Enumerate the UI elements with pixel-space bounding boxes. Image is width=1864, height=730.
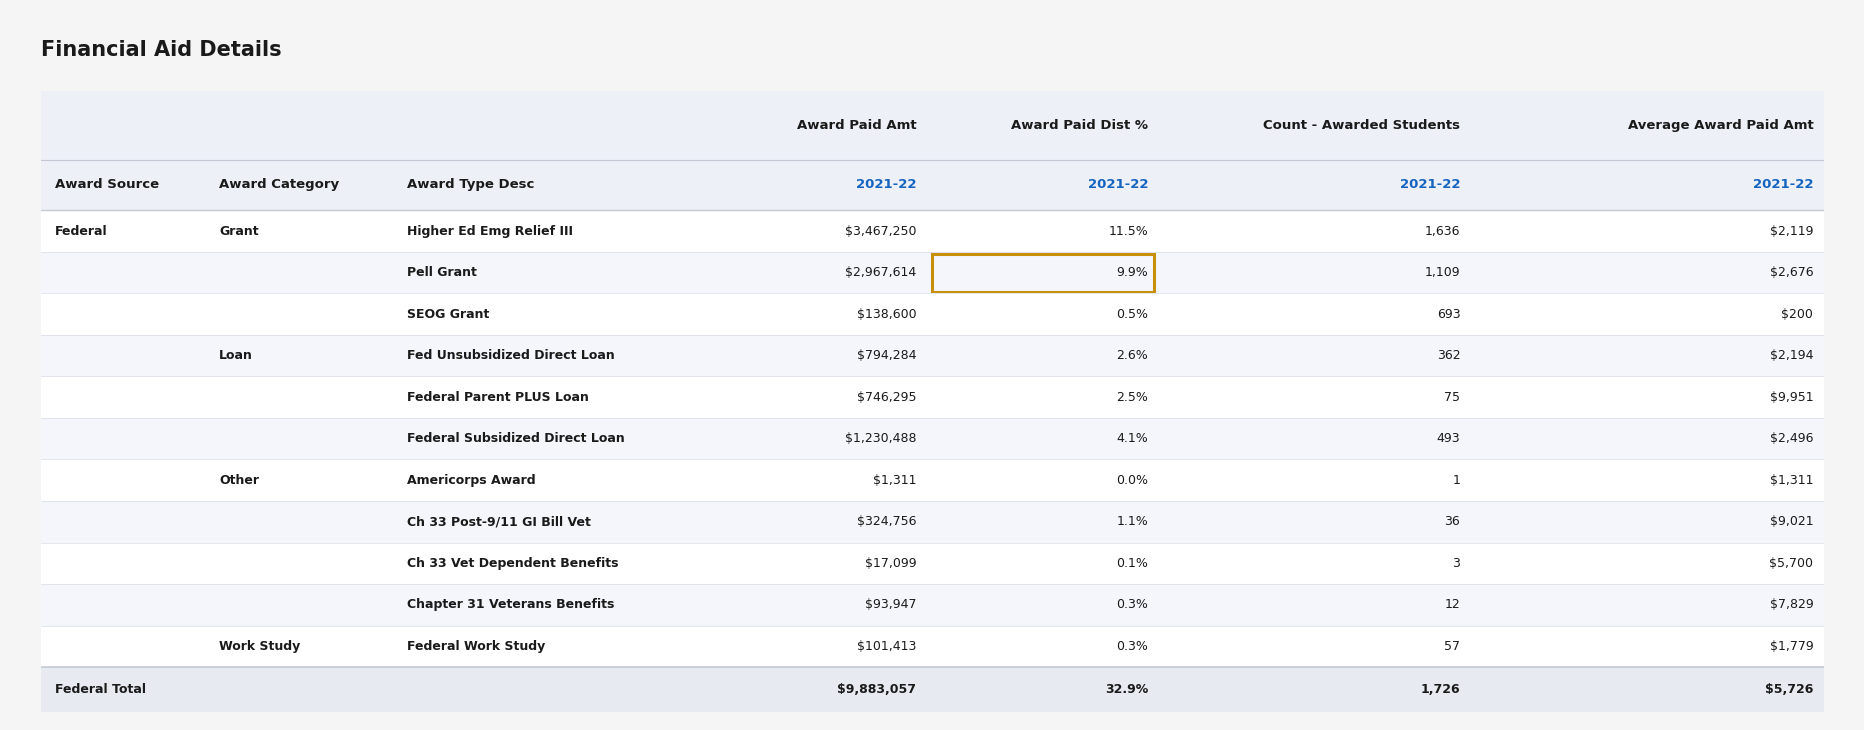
Text: 75: 75	[1443, 391, 1460, 404]
Text: 3: 3	[1452, 557, 1460, 570]
Bar	[41, 335, 1823, 377]
Bar	[41, 459, 1823, 501]
Text: 493: 493	[1435, 432, 1460, 445]
Text: Pell Grant: Pell Grant	[406, 266, 475, 279]
Text: $200: $200	[1780, 307, 1812, 320]
Bar	[41, 584, 1823, 626]
Text: $5,700: $5,700	[1769, 557, 1812, 570]
Text: Work Study: Work Study	[220, 639, 300, 653]
Text: $2,676: $2,676	[1769, 266, 1812, 279]
Text: $2,194: $2,194	[1769, 349, 1812, 362]
Text: $746,295: $746,295	[856, 391, 915, 404]
Text: Americorps Award: Americorps Award	[406, 474, 535, 487]
Bar	[932, 254, 1154, 291]
Text: 2.6%: 2.6%	[1117, 349, 1148, 362]
Text: 0.1%: 0.1%	[1117, 557, 1148, 570]
Text: $1,230,488: $1,230,488	[844, 432, 915, 445]
Text: Federal Subsidized Direct Loan: Federal Subsidized Direct Loan	[406, 432, 624, 445]
Text: Ch 33 Vet Dependent Benefits: Ch 33 Vet Dependent Benefits	[406, 557, 617, 570]
Bar	[41, 377, 1823, 418]
Text: Count - Awarded Students: Count - Awarded Students	[1262, 119, 1460, 132]
Text: Fed Unsubsidized Direct Loan: Fed Unsubsidized Direct Loan	[406, 349, 613, 362]
Text: SEOG Grant: SEOG Grant	[406, 307, 488, 320]
Text: $17,099: $17,099	[865, 557, 915, 570]
Text: 9.9%: 9.9%	[1117, 266, 1148, 279]
Text: $9,951: $9,951	[1769, 391, 1812, 404]
Text: 2021-22: 2021-22	[1752, 178, 1812, 191]
Bar	[41, 293, 1823, 335]
Text: $7,829: $7,829	[1769, 599, 1812, 611]
Text: $1,779: $1,779	[1769, 639, 1812, 653]
Text: 1.1%: 1.1%	[1117, 515, 1148, 529]
Bar	[41, 501, 1823, 542]
Text: Award Paid Amt: Award Paid Amt	[796, 119, 915, 132]
Text: $2,496: $2,496	[1769, 432, 1812, 445]
Text: 4.1%: 4.1%	[1117, 432, 1148, 445]
Bar	[41, 252, 1823, 293]
Text: 0.3%: 0.3%	[1117, 599, 1148, 611]
Bar	[41, 160, 1823, 210]
Text: 1,636: 1,636	[1424, 225, 1460, 238]
Text: 1,109: 1,109	[1424, 266, 1460, 279]
Text: 32.9%: 32.9%	[1103, 683, 1148, 696]
Text: Award Paid Dist %: Award Paid Dist %	[1010, 119, 1148, 132]
Text: Average Award Paid Amt: Average Award Paid Amt	[1627, 119, 1812, 132]
Text: Higher Ed Emg Relief III: Higher Ed Emg Relief III	[406, 225, 572, 238]
Text: $794,284: $794,284	[856, 349, 915, 362]
Bar	[41, 626, 1823, 667]
Text: $2,119: $2,119	[1769, 225, 1812, 238]
Text: 0.3%: 0.3%	[1117, 639, 1148, 653]
Text: Financial Aid Details: Financial Aid Details	[41, 40, 281, 60]
Text: 0.0%: 0.0%	[1117, 474, 1148, 487]
Text: 11.5%: 11.5%	[1107, 225, 1148, 238]
Text: $3,467,250: $3,467,250	[844, 225, 915, 238]
Text: $2,967,614: $2,967,614	[844, 266, 915, 279]
Bar	[41, 418, 1823, 459]
Text: $9,883,057: $9,883,057	[837, 683, 915, 696]
Text: $138,600: $138,600	[856, 307, 915, 320]
Text: 2.5%: 2.5%	[1117, 391, 1148, 404]
Text: Award Category: Award Category	[220, 178, 339, 191]
Text: Award Source: Award Source	[56, 178, 158, 191]
Bar	[41, 210, 1823, 252]
Text: Ch 33 Post-9/11 GI Bill Vet: Ch 33 Post-9/11 GI Bill Vet	[406, 515, 591, 529]
Text: 1,726: 1,726	[1420, 683, 1460, 696]
Text: Grant: Grant	[220, 225, 259, 238]
Text: 0.5%: 0.5%	[1117, 307, 1148, 320]
Text: $324,756: $324,756	[856, 515, 915, 529]
Text: Chapter 31 Veterans Benefits: Chapter 31 Veterans Benefits	[406, 599, 613, 611]
Text: Federal Parent PLUS Loan: Federal Parent PLUS Loan	[406, 391, 589, 404]
Text: Loan: Loan	[220, 349, 254, 362]
Text: $9,021: $9,021	[1769, 515, 1812, 529]
Bar	[41, 91, 1823, 160]
Text: Federal: Federal	[56, 225, 108, 238]
Text: Award Type Desc: Award Type Desc	[406, 178, 533, 191]
Text: 36: 36	[1445, 515, 1460, 529]
Text: 57: 57	[1443, 639, 1460, 653]
Text: 12: 12	[1445, 599, 1460, 611]
Text: 362: 362	[1435, 349, 1460, 362]
Text: Federal Work Study: Federal Work Study	[406, 639, 544, 653]
Text: Other: Other	[220, 474, 259, 487]
Text: 2021-22: 2021-22	[856, 178, 915, 191]
Text: $93,947: $93,947	[865, 599, 915, 611]
Text: 2021-22: 2021-22	[1087, 178, 1148, 191]
Text: 693: 693	[1435, 307, 1460, 320]
Text: $1,311: $1,311	[872, 474, 915, 487]
Bar	[41, 667, 1823, 712]
Text: $101,413: $101,413	[857, 639, 915, 653]
Text: $5,726: $5,726	[1763, 683, 1812, 696]
Bar	[41, 542, 1823, 584]
Text: 1: 1	[1452, 474, 1460, 487]
Text: Federal Total: Federal Total	[56, 683, 145, 696]
Text: $1,311: $1,311	[1769, 474, 1812, 487]
Text: 2021-22: 2021-22	[1400, 178, 1460, 191]
